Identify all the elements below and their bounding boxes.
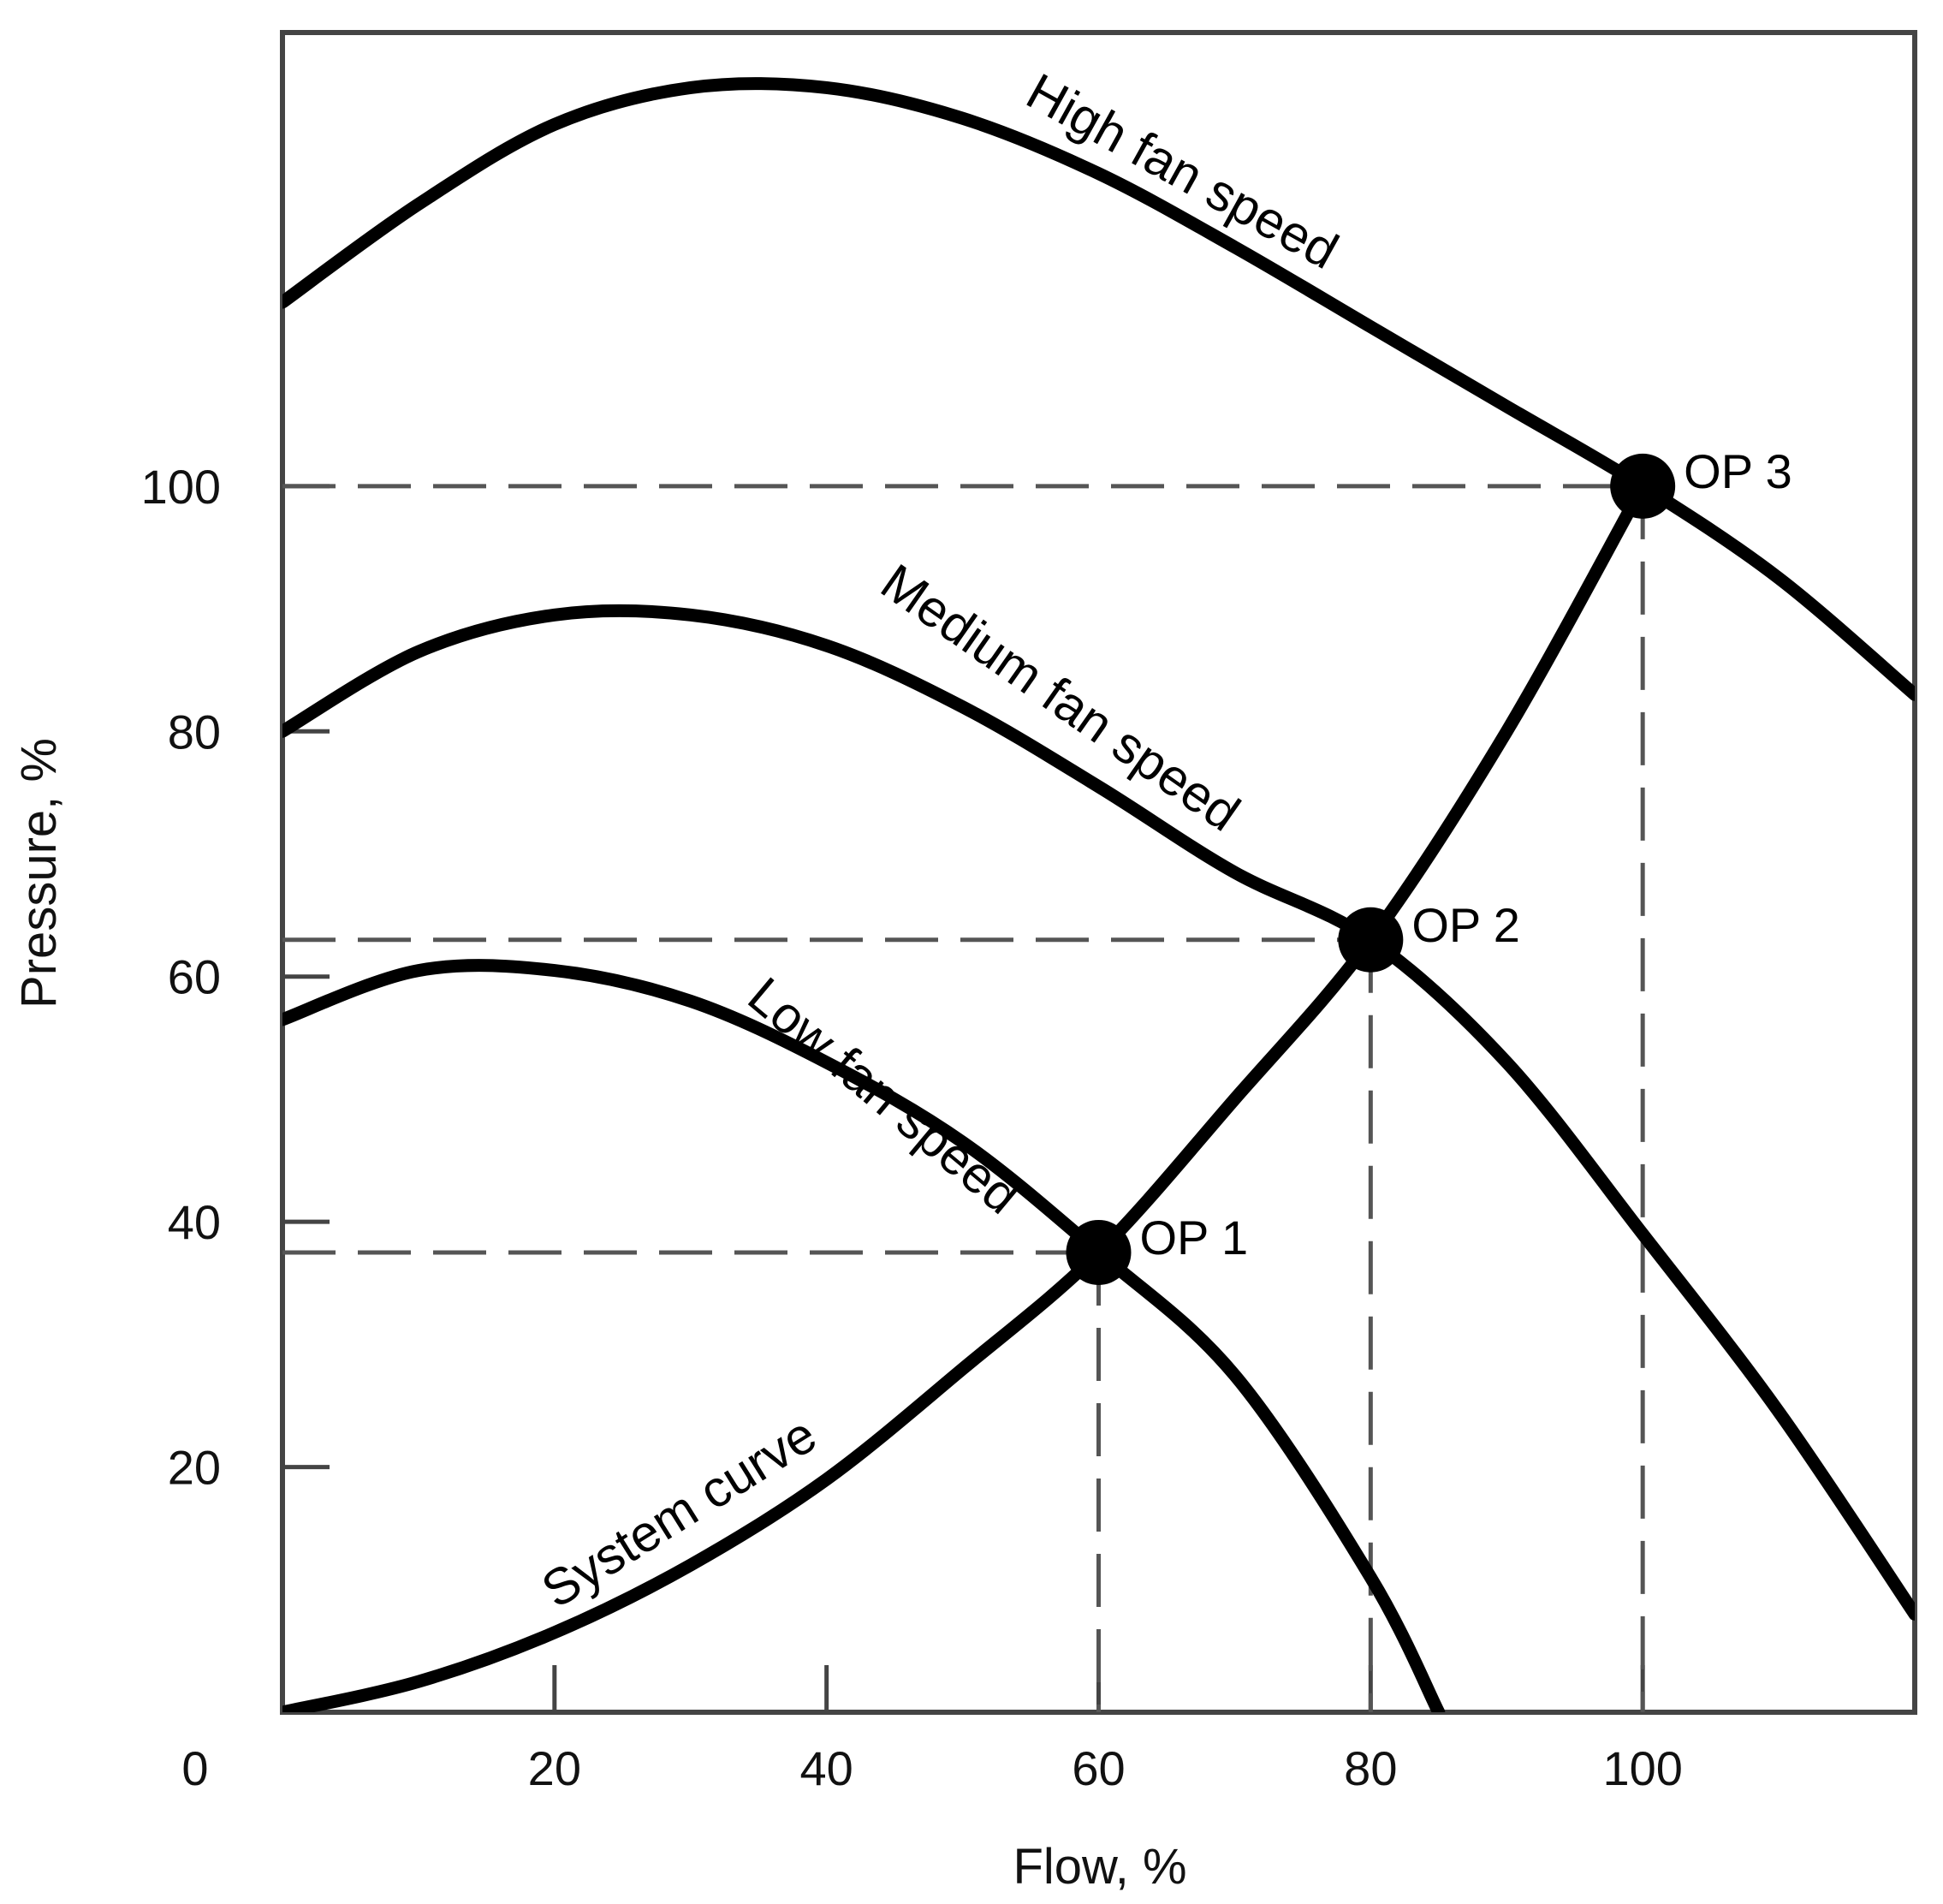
x-tick-label: 100	[1602, 1741, 1682, 1795]
x-tick-label: 80	[1344, 1741, 1397, 1795]
y-tick-label: 40	[168, 1195, 221, 1249]
low-fan-speed-label: Low fan speed	[738, 967, 1031, 1225]
y-axis-title: Pressure, %	[11, 738, 67, 1009]
y-tick-label: 20	[168, 1441, 221, 1495]
y-tick-label: 60	[168, 950, 221, 1004]
y-tick-label: 100	[141, 460, 221, 514]
system-curve	[282, 479, 1649, 1712]
operating-point-3	[1610, 453, 1676, 519]
y-tick-label: 80	[168, 705, 221, 759]
x-tick-label: 0	[181, 1741, 208, 1795]
operating-point-label: OP 1	[1140, 1211, 1249, 1264]
medium-fan-speed-label: Medium fan speed	[871, 553, 1251, 842]
low-fan-speed-curve	[282, 959, 1446, 1712]
high-fan-speed-label: High fan speed	[1018, 62, 1348, 280]
high-fan-speed-curve	[282, 77, 1915, 701]
operating-point-2	[1338, 907, 1404, 973]
operating-point-label: OP 3	[1684, 444, 1792, 498]
operating-point-1	[1066, 1219, 1132, 1285]
plot-frame	[280, 30, 1917, 1715]
medium-fan-speed-curve	[282, 604, 1915, 1621]
x-axis-title: Flow, %	[1013, 1839, 1186, 1895]
x-tick-label: 60	[1072, 1741, 1125, 1795]
operating-point-label: OP 2	[1411, 898, 1520, 952]
x-tick-label: 40	[800, 1741, 853, 1795]
x-tick-label: 20	[528, 1741, 581, 1795]
